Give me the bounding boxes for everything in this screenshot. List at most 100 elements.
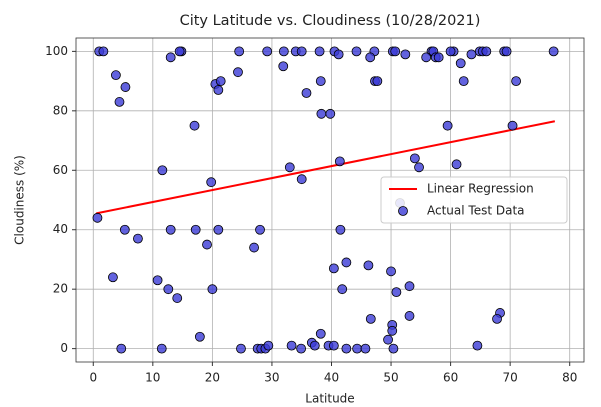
data-point bbox=[92, 212, 103, 223]
legend-box bbox=[380, 176, 568, 224]
y-tick-label: 100 bbox=[45, 44, 68, 58]
y-tick-label: 80 bbox=[53, 103, 68, 117]
data-point bbox=[548, 46, 559, 57]
x-tick-label: 50 bbox=[383, 371, 398, 385]
data-point bbox=[315, 76, 326, 87]
data-point bbox=[174, 46, 185, 57]
data-point bbox=[165, 52, 176, 63]
data-point bbox=[111, 70, 121, 81]
data-point bbox=[315, 328, 326, 339]
data-point bbox=[116, 343, 127, 354]
data-point bbox=[206, 177, 217, 188]
data-point bbox=[414, 162, 424, 173]
data-point bbox=[334, 156, 345, 167]
data-point bbox=[337, 284, 348, 295]
chart-title: City Latitude vs. Cloudiness (10/28/2021… bbox=[180, 13, 481, 29]
data-point bbox=[472, 340, 483, 351]
legend-label: Actual Test Data bbox=[427, 204, 525, 218]
data-point bbox=[119, 224, 130, 235]
y-tick-label: 60 bbox=[53, 163, 68, 177]
data-point bbox=[255, 224, 265, 235]
regression-line bbox=[96, 120, 556, 215]
data-point bbox=[316, 108, 327, 119]
data-point bbox=[404, 281, 415, 292]
data-point bbox=[409, 153, 420, 164]
data-point bbox=[263, 340, 274, 351]
data-point bbox=[98, 46, 109, 57]
x-axis-label: Latitude bbox=[305, 392, 354, 406]
data-point bbox=[278, 61, 289, 72]
y-tick-label: 20 bbox=[53, 282, 68, 296]
data-point bbox=[328, 263, 339, 274]
data-point bbox=[284, 162, 295, 173]
data-point bbox=[433, 52, 444, 63]
legend-label: Linear Regression bbox=[427, 182, 534, 196]
data-point bbox=[507, 120, 518, 131]
data-point bbox=[341, 257, 352, 268]
data-point bbox=[233, 67, 243, 78]
data-point bbox=[301, 88, 312, 98]
data-point bbox=[458, 76, 469, 87]
data-point bbox=[481, 46, 492, 57]
data-point bbox=[492, 313, 502, 324]
data-point bbox=[511, 76, 522, 87]
data-point bbox=[391, 287, 402, 298]
data-point bbox=[451, 159, 462, 170]
data-point bbox=[351, 46, 362, 57]
data-point bbox=[328, 340, 339, 351]
data-point bbox=[207, 284, 218, 295]
data-point bbox=[341, 343, 352, 354]
data-point bbox=[400, 49, 411, 60]
data-point bbox=[202, 239, 212, 250]
x-tick-label: 10 bbox=[145, 371, 160, 385]
data-point bbox=[194, 331, 205, 342]
data-point bbox=[388, 343, 399, 354]
data-point bbox=[165, 224, 176, 235]
data-point bbox=[296, 343, 307, 354]
data-point bbox=[365, 52, 376, 63]
data-point bbox=[325, 108, 336, 119]
data-point bbox=[133, 233, 143, 244]
data-point bbox=[387, 325, 398, 336]
data-point bbox=[120, 82, 131, 92]
x-tick-label: 70 bbox=[503, 371, 518, 385]
x-tick-label: 60 bbox=[443, 371, 458, 385]
data-point bbox=[352, 343, 362, 354]
data-point bbox=[333, 49, 344, 60]
data-point bbox=[286, 340, 297, 351]
data-point bbox=[390, 46, 401, 57]
data-point bbox=[108, 272, 118, 283]
y-tick-label: 0 bbox=[60, 341, 68, 355]
data-point bbox=[309, 340, 320, 351]
data-point bbox=[365, 313, 376, 324]
data-point bbox=[262, 46, 273, 57]
x-tick-label: 0 bbox=[89, 371, 97, 385]
data-point bbox=[421, 52, 432, 63]
data-point bbox=[249, 242, 259, 253]
x-tick-label: 20 bbox=[205, 371, 220, 385]
data-point bbox=[335, 224, 346, 235]
data-point bbox=[404, 311, 415, 321]
data-point bbox=[445, 46, 456, 57]
data-point bbox=[215, 76, 226, 87]
x-tick-label: 30 bbox=[264, 371, 279, 385]
y-tick-label: 40 bbox=[53, 222, 68, 236]
data-point bbox=[442, 120, 453, 131]
data-point bbox=[152, 275, 163, 286]
data-point bbox=[213, 224, 224, 235]
data-point bbox=[466, 49, 477, 60]
data-point bbox=[156, 343, 167, 354]
data-point bbox=[501, 46, 512, 57]
legend-swatch bbox=[398, 206, 408, 216]
data-point bbox=[234, 46, 245, 57]
data-point bbox=[114, 97, 125, 107]
data-point bbox=[383, 334, 393, 345]
data-point bbox=[172, 293, 183, 303]
data-point bbox=[455, 58, 466, 69]
data-point bbox=[360, 343, 371, 354]
x-tick-label: 40 bbox=[324, 371, 339, 385]
data-point bbox=[372, 76, 383, 87]
data-point bbox=[213, 85, 224, 95]
data-point bbox=[296, 46, 307, 57]
data-point bbox=[278, 46, 289, 57]
